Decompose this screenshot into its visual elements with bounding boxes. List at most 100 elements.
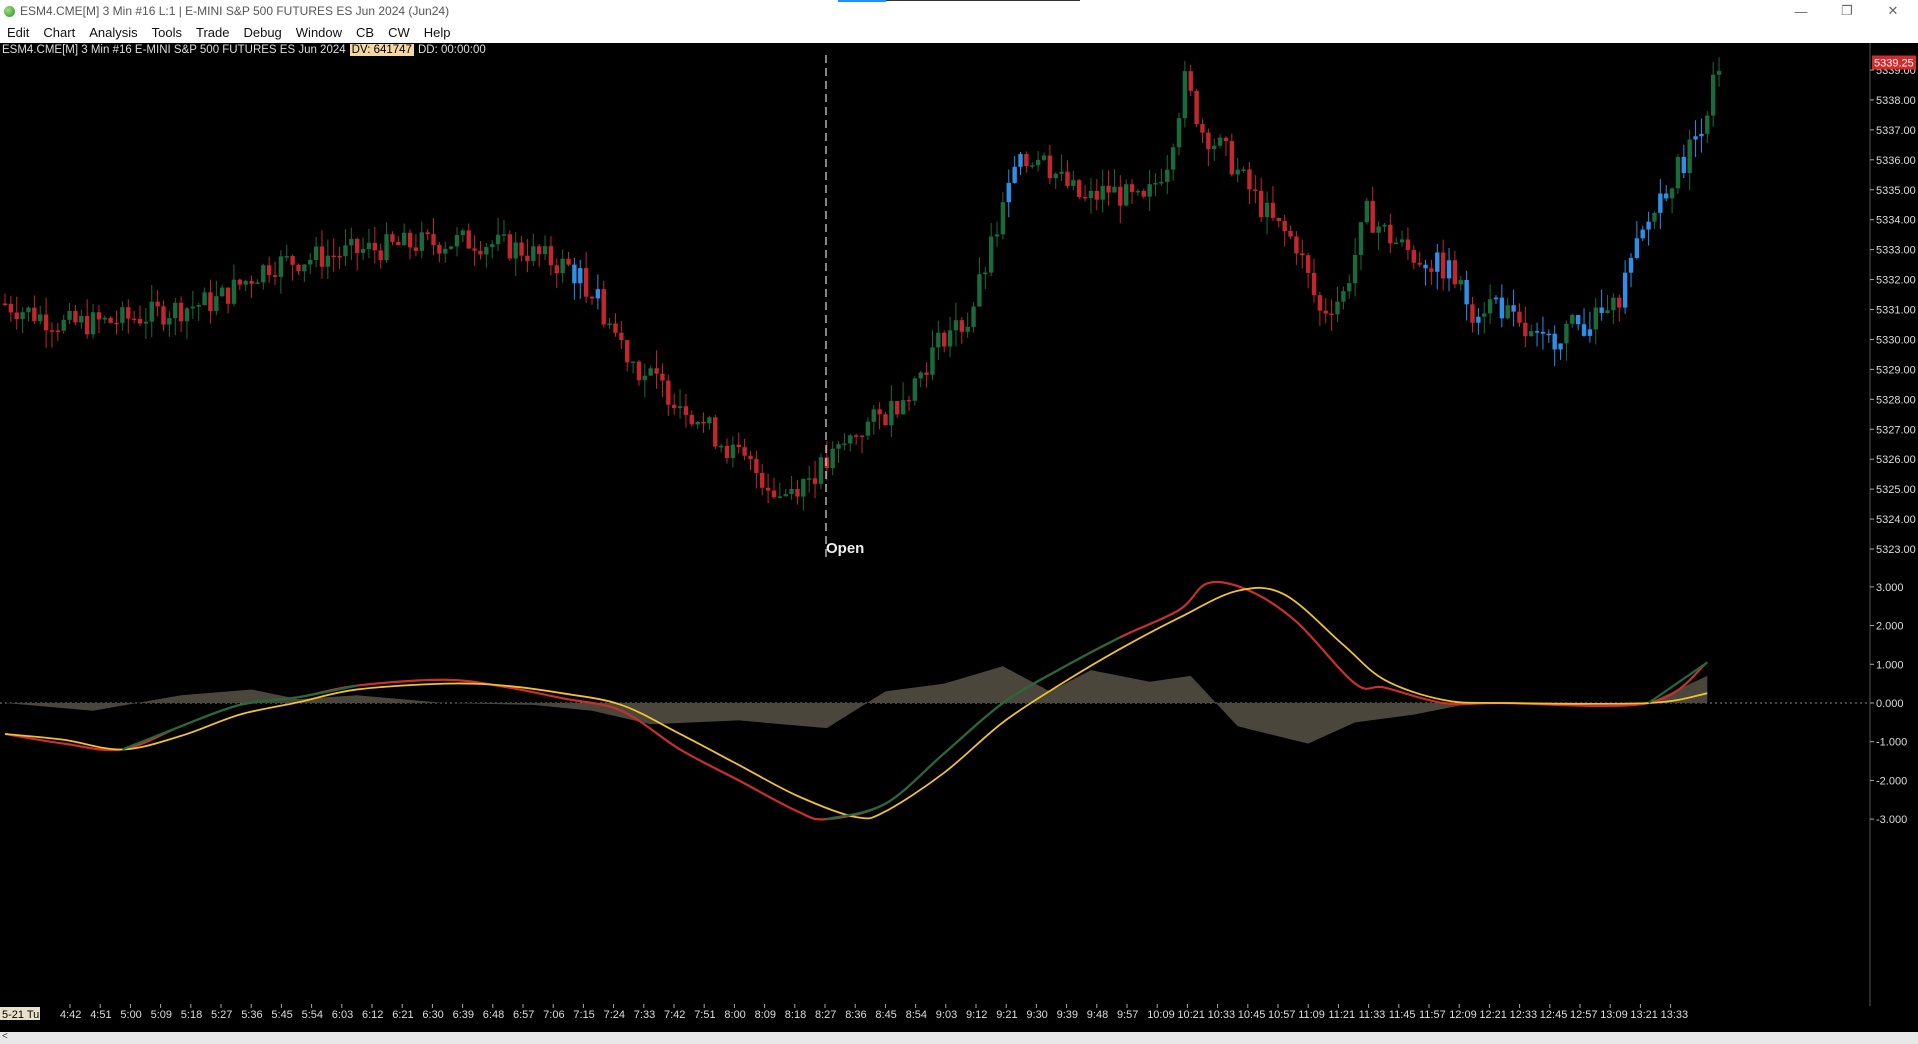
menu-window[interactable]: Window <box>295 25 343 40</box>
candle-body <box>437 244 442 254</box>
candle-body <box>848 435 853 444</box>
time-axis-label: 12:21 <box>1479 1009 1507 1021</box>
candle-body <box>625 340 630 363</box>
candle-body <box>55 330 61 332</box>
candle-body <box>49 330 55 332</box>
candle-body <box>1622 272 1628 308</box>
candle-body <box>79 315 84 323</box>
time-axis-label: 9:03 <box>936 1009 957 1021</box>
candle-body <box>1006 182 1011 203</box>
candle-body <box>208 292 213 312</box>
time-axis-label: 9:12 <box>966 1009 987 1021</box>
time-axis-label: 5:18 <box>181 1009 202 1021</box>
price-axis-label: 5331.00 <box>1876 305 1916 317</box>
chart-area[interactable]: 5323.00 5324.00 5325.00 5326.00 5327.00 5328.… <box>0 43 1918 1044</box>
candle-body <box>1317 295 1323 311</box>
menu-chart[interactable]: Chart <box>43 25 76 40</box>
candle-body <box>1153 183 1158 185</box>
time-axis-label: 13:21 <box>1630 1009 1658 1021</box>
indicator-axis-label: 0.000 <box>1876 698 1904 710</box>
candle-body <box>143 321 149 324</box>
time-axis-label: 6:39 <box>453 1009 474 1021</box>
candle-body <box>219 287 225 297</box>
candle-body <box>231 279 237 304</box>
candle-body <box>900 400 906 415</box>
time-axis-label: 13:09 <box>1600 1009 1628 1021</box>
menu-cb[interactable]: CB <box>356 25 375 40</box>
menu-debug[interactable]: Debug <box>243 25 282 40</box>
time-axis-label: 5-21 Tu <box>2 1009 39 1021</box>
candle-body <box>243 280 248 285</box>
window-accent <box>838 0 886 2</box>
candle-body <box>789 488 794 495</box>
candle-body <box>284 256 289 258</box>
price-axis-label: 5337.00 <box>1876 125 1916 137</box>
candle-body <box>1570 314 1575 324</box>
candle-body <box>877 409 882 415</box>
candle-body <box>883 414 888 426</box>
candle-body <box>1529 331 1534 337</box>
candle-body <box>1206 132 1211 150</box>
candle-body <box>43 314 49 331</box>
menu-edit[interactable]: Edit <box>7 25 30 40</box>
candle-body <box>1329 313 1334 316</box>
horizontal-scrollbar[interactable]: < <box>0 1031 1918 1044</box>
candle-body <box>343 245 348 257</box>
title-bar: ESM4.CME[M] 3 Min #16 L:1 | E-MINI S&P 5… <box>0 0 1918 22</box>
candle-body <box>1159 181 1164 184</box>
minimize-button[interactable]: — <box>1794 3 1808 19</box>
indicator-axis-label: -1.000 <box>1876 737 1907 749</box>
candle-body <box>783 494 788 497</box>
candle-body <box>1194 90 1199 125</box>
candle-body <box>1540 331 1546 334</box>
candle-body <box>1452 260 1458 285</box>
time-axis-label: 6:48 <box>483 1009 504 1021</box>
candle-body <box>707 417 712 424</box>
candle-body <box>531 246 536 262</box>
date-badge <box>0 1007 40 1020</box>
candle-body <box>566 258 571 265</box>
menu-cw[interactable]: CW <box>388 25 410 40</box>
candle-body <box>1024 154 1029 167</box>
window-title: ESM4.CME[M] 3 Min #16 L:1 | E-MINI S&P 5… <box>20 4 450 18</box>
candle-body <box>636 361 642 381</box>
candle-body <box>1059 171 1064 174</box>
menu-help[interactable]: Help <box>423 25 451 40</box>
candle-body <box>96 312 102 320</box>
candle-body <box>202 292 207 306</box>
time-axis-label: 12:57 <box>1570 1009 1598 1021</box>
candle-body <box>20 312 25 320</box>
candle-body <box>1370 200 1375 233</box>
candle-body <box>1534 331 1540 333</box>
price-axis-label: 5338.00 <box>1876 95 1916 107</box>
slow-line <box>4 586 1708 820</box>
chart-canvas[interactable]: 5323.00 5324.00 5325.00 5326.00 5327.00 5328.… <box>0 43 1918 1032</box>
candle-body <box>1440 252 1446 279</box>
candle-body <box>1552 333 1557 350</box>
time-axis-label: 8:00 <box>724 1009 745 1021</box>
candle-body <box>1699 133 1704 137</box>
menu-analysis[interactable]: Analysis <box>89 25 138 40</box>
last-price-label: 5339.25 <box>1874 58 1914 70</box>
menu-trade[interactable]: Trade <box>195 25 230 40</box>
price-axis-label: 5334.00 <box>1876 215 1916 227</box>
candle-body <box>390 234 395 242</box>
scroll-left-icon[interactable]: < <box>2 1031 8 1042</box>
time-axis-label: 9:39 <box>1057 1009 1078 1021</box>
candle-body <box>1634 238 1640 258</box>
candle-body <box>466 230 471 249</box>
candle-body <box>994 234 1000 237</box>
restore-button[interactable]: ❐ <box>1841 3 1853 18</box>
candle-body <box>1264 202 1270 218</box>
candle-body <box>1053 173 1058 179</box>
candle-body <box>983 272 988 275</box>
time-axis-label: 10:21 <box>1177 1009 1205 1021</box>
candle-body <box>1247 169 1252 190</box>
menu-tools[interactable]: Tools <box>151 25 182 40</box>
time-axis-label: 8:45 <box>875 1009 896 1021</box>
candle-body <box>1482 313 1487 317</box>
time-axis-label: 13:33 <box>1661 1009 1689 1021</box>
time-axis-label: 11:45 <box>1389 1009 1416 1021</box>
candle-body <box>1065 171 1070 186</box>
close-button[interactable]: ✕ <box>1887 3 1899 18</box>
